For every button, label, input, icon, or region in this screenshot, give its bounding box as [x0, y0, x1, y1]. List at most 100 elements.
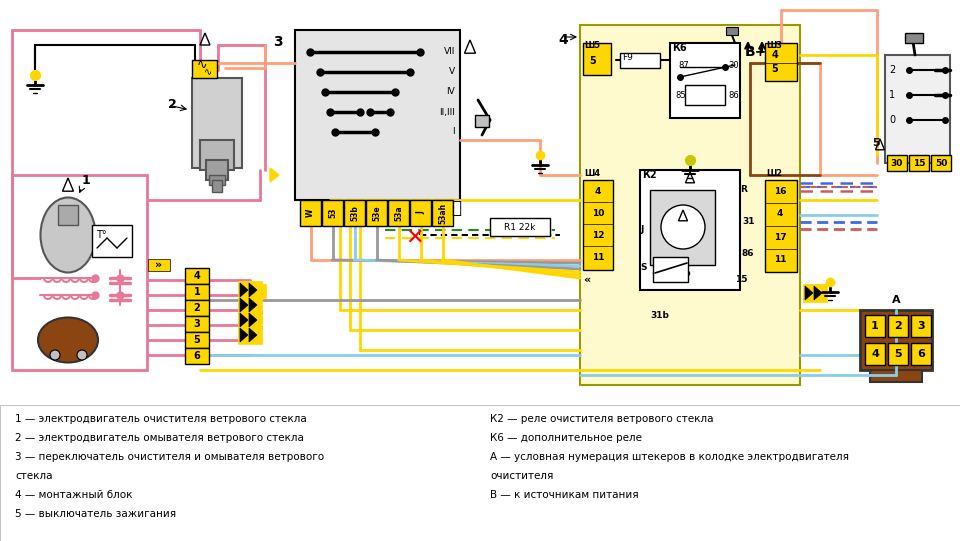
Text: IV: IV — [446, 88, 455, 96]
Text: 15: 15 — [913, 159, 925, 168]
Bar — [860, 310, 932, 370]
Text: 4: 4 — [558, 33, 567, 47]
Text: К6: К6 — [672, 43, 686, 53]
Text: Ш3: Ш3 — [766, 41, 782, 49]
Bar — [653, 257, 688, 282]
Text: 1: 1 — [889, 90, 895, 100]
Bar — [295, 30, 460, 200]
Text: 3: 3 — [917, 321, 924, 331]
Bar — [185, 300, 209, 316]
Bar — [885, 55, 950, 163]
Bar — [58, 205, 78, 225]
Text: 2: 2 — [889, 65, 896, 75]
Text: 1: 1 — [871, 321, 878, 331]
Bar — [206, 160, 228, 180]
Text: 4: 4 — [772, 50, 779, 60]
Polygon shape — [240, 283, 248, 297]
Text: 87: 87 — [678, 61, 688, 69]
Text: 16: 16 — [774, 187, 786, 195]
Text: ✕: ✕ — [406, 228, 424, 248]
Text: 4 — монтажный блок: 4 — монтажный блок — [15, 490, 132, 500]
Bar — [650, 190, 715, 265]
Text: К2: К2 — [642, 170, 657, 180]
Bar — [410, 200, 431, 226]
Polygon shape — [805, 286, 813, 300]
Text: 2: 2 — [168, 98, 177, 111]
Text: B+: B+ — [745, 45, 767, 59]
Text: 53b: 53b — [350, 205, 359, 221]
Text: W: W — [306, 209, 315, 217]
Bar — [185, 268, 209, 284]
Text: 3: 3 — [273, 35, 282, 49]
Text: 31: 31 — [742, 217, 755, 227]
Text: 30: 30 — [891, 159, 903, 168]
Text: J: J — [640, 226, 643, 234]
Bar — [388, 200, 409, 226]
Polygon shape — [270, 168, 279, 182]
Circle shape — [77, 350, 87, 360]
Bar — [200, 140, 234, 170]
Text: R: R — [740, 186, 747, 195]
Bar — [580, 25, 800, 385]
Text: 4: 4 — [595, 187, 601, 195]
Text: S: S — [640, 262, 646, 272]
Text: 17: 17 — [774, 233, 786, 241]
Text: 2 — электродвигатель омывателя ветрового стекла: 2 — электродвигатель омывателя ветрового… — [15, 433, 304, 443]
Circle shape — [661, 205, 705, 249]
Bar — [865, 343, 885, 365]
Text: 4: 4 — [194, 271, 201, 281]
Bar — [240, 284, 266, 298]
Text: 11: 11 — [774, 255, 786, 265]
Bar — [185, 284, 209, 300]
Text: А — условная нумерация штекеров в колодке электродвигателя: А — условная нумерация штекеров в колодк… — [490, 452, 849, 462]
Bar — [322, 200, 343, 226]
Text: 6: 6 — [194, 351, 201, 361]
Bar — [238, 296, 262, 314]
Bar — [670, 43, 740, 118]
Bar — [620, 53, 660, 68]
Bar — [148, 259, 170, 271]
Bar — [238, 281, 262, 299]
Bar — [911, 343, 931, 365]
Text: 6: 6 — [917, 349, 924, 359]
Text: К6 — дополнительное реле: К6 — дополнительное реле — [490, 433, 642, 443]
Text: 4: 4 — [777, 209, 783, 219]
Text: 3: 3 — [194, 319, 201, 329]
Bar — [583, 43, 611, 75]
Text: 1: 1 — [194, 287, 201, 297]
Text: Ш2: Ш2 — [766, 168, 782, 177]
Text: ⏚: ⏚ — [451, 199, 461, 217]
Bar — [803, 284, 827, 302]
Text: R1 22k: R1 22k — [504, 222, 536, 232]
Text: Ш4: Ш4 — [584, 168, 600, 177]
Bar — [583, 180, 613, 270]
Text: 5 — выключатель зажигания: 5 — выключатель зажигания — [15, 509, 176, 519]
Text: 86: 86 — [728, 90, 739, 100]
Bar — [905, 33, 923, 43]
Text: V: V — [449, 68, 455, 76]
Bar — [888, 343, 908, 365]
Text: Ш5: Ш5 — [584, 41, 600, 49]
Polygon shape — [240, 298, 248, 312]
Text: A: A — [892, 295, 900, 305]
Circle shape — [50, 350, 60, 360]
Text: 53: 53 — [328, 208, 337, 218]
Ellipse shape — [38, 318, 98, 362]
Bar — [185, 348, 209, 364]
Bar — [432, 200, 453, 226]
Text: ∿: ∿ — [204, 67, 212, 77]
Text: 53ah: 53ah — [438, 202, 447, 223]
Text: очистителя: очистителя — [490, 471, 553, 481]
Bar — [238, 311, 262, 329]
Polygon shape — [240, 313, 248, 327]
Text: II,III: II,III — [439, 108, 455, 116]
Text: J: J — [416, 212, 425, 214]
Bar — [765, 180, 797, 272]
Bar — [475, 115, 489, 127]
Text: 1 — электродвигатель очистителя ветрового стекла: 1 — электродвигатель очистителя ветровог… — [15, 414, 307, 424]
Text: 5: 5 — [894, 349, 901, 359]
Bar — [185, 332, 209, 348]
Polygon shape — [249, 283, 257, 297]
Text: К2 — реле очистителя ветрового стекла: К2 — реле очистителя ветрового стекла — [490, 414, 713, 424]
Bar — [685, 85, 725, 105]
